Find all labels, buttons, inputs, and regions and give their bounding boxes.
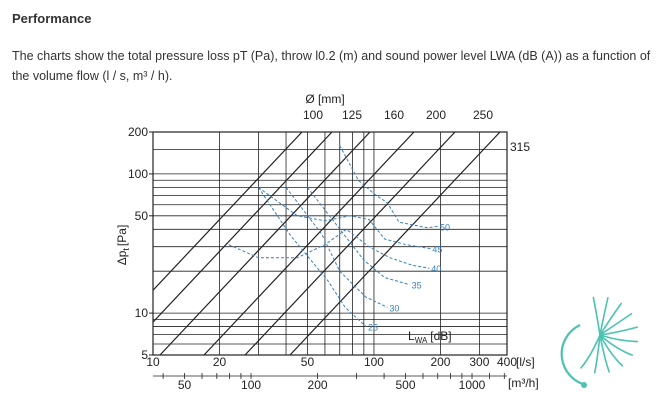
plot-frame: [152, 131, 508, 356]
sound-curve-50: [339, 145, 439, 229]
x-tick-label-ls: 300: [469, 355, 489, 369]
x-tick-label-ls: 200: [430, 355, 450, 369]
sound-curve-label: 40: [431, 264, 441, 274]
x-tick-label-ls: 400: [497, 355, 517, 369]
logo-stroke: [593, 334, 601, 374]
x-unit-m3h: [m³/h]: [508, 376, 539, 390]
sound-curve-35: [307, 187, 410, 286]
y-tick-label: 10: [135, 306, 149, 320]
sound-curve-45: [258, 186, 431, 250]
logo-stroke: [599, 334, 624, 367]
logo-stroke: [599, 334, 639, 343]
x-unit-ls: [l/s]: [516, 355, 535, 369]
logo-stroke: [599, 326, 638, 336]
top-axis-title: Ø [mm]: [305, 92, 344, 106]
description-text: The charts show the total pressure loss …: [12, 49, 651, 83]
x-tick-label-ls: 50: [301, 355, 315, 369]
logo-stroke: [599, 312, 633, 336]
sound-level-label: LWA [dB]: [408, 329, 452, 345]
brand-logo-icon: [560, 296, 639, 388]
x-tick-label-m3h: 500: [395, 378, 415, 392]
logo-arc: [560, 324, 587, 387]
sound-curve-40: [228, 228, 430, 269]
duct-line-200: [203, 132, 415, 355]
logo-stroke: [599, 334, 610, 373]
diameter-label: 315: [510, 140, 530, 154]
diameter-label: 250: [473, 108, 493, 122]
sound-curve-25: [257, 187, 367, 327]
logo-stroke: [592, 296, 601, 336]
x-tick-label-m3h: 1000: [459, 378, 486, 392]
page-title: Performance: [12, 11, 92, 26]
duct-line-160: [159, 132, 371, 355]
x-tick-label-m3h: 50: [178, 378, 192, 392]
y-tick-label: 200: [128, 125, 148, 139]
diameter-label: 100: [303, 108, 323, 122]
diameter-label: 125: [342, 108, 362, 122]
logo-stroke: [580, 334, 601, 369]
x-tick-label-ls: 100: [364, 355, 384, 369]
y-axis-label: Δpt[Pa]: [115, 225, 131, 266]
logo-stroke: [599, 297, 609, 336]
logo-stroke: [599, 302, 623, 336]
logo-dot: [581, 382, 587, 388]
logo-stroke: [599, 334, 634, 356]
diameter-label: 160: [384, 108, 404, 122]
sound-curve-30: [285, 187, 388, 308]
y-tick-label: 100: [128, 167, 148, 181]
duct-line-250: [244, 132, 456, 355]
y-tick-label: 50: [135, 209, 149, 223]
sound-curve-label: 25: [368, 323, 378, 333]
x-tick-label-m3h: 100: [241, 378, 261, 392]
duct-line-315: [289, 132, 501, 355]
sound-curve-label: 35: [412, 281, 422, 291]
y-tick-label: 5: [141, 348, 148, 362]
duct-line-125: [153, 132, 333, 323]
sound-curve-label: 30: [389, 303, 399, 313]
sound-curve-label: 50: [440, 222, 450, 232]
x-tick-label-ls: 20: [213, 355, 227, 369]
x-tick-label-ls: 10: [146, 355, 160, 369]
diameter-label: 200: [426, 108, 446, 122]
sound-curve-label: 45: [432, 245, 442, 255]
duct-line-100: [153, 132, 303, 292]
x-tick-label-m3h: 200: [308, 378, 328, 392]
